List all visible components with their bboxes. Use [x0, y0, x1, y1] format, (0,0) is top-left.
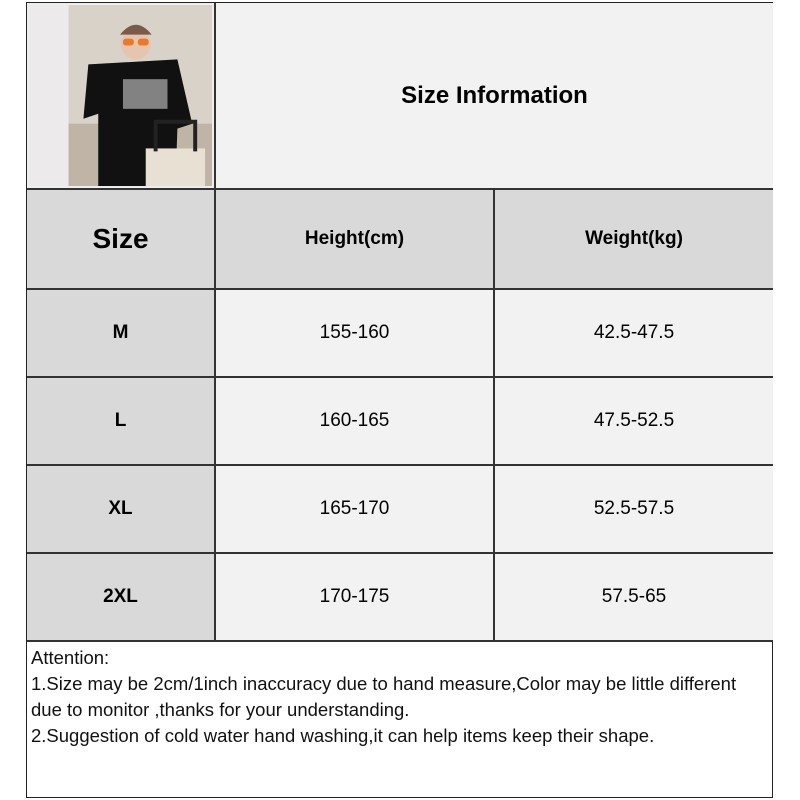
product-photo	[27, 3, 216, 190]
notes-line-1: 1.Size may be 2cm/1inch inaccuracy due t…	[31, 673, 737, 720]
cell-size: 2XL	[27, 554, 216, 642]
cell-size: M	[27, 290, 216, 378]
header-size: Size	[27, 190, 216, 290]
cell-height: 155-160	[216, 290, 495, 378]
cell-height: 170-175	[216, 554, 495, 642]
cell-size: XL	[27, 466, 216, 554]
cell-weight: 57.5-65	[495, 554, 773, 642]
cell-weight: 47.5-52.5	[495, 378, 773, 466]
cell-height: 165-170	[216, 466, 495, 554]
cell-weight: 52.5-57.5	[495, 466, 773, 554]
notes-line-2: 2.Suggestion of cold water hand washing,…	[31, 725, 655, 746]
attention-notes: Attention: 1.Size may be 2cm/1inch inacc…	[27, 641, 772, 797]
page-title: Size Information	[216, 3, 773, 190]
model-photo-image	[29, 4, 212, 187]
size-chart-table: Size Information Size Height(cm) Weight(…	[26, 2, 773, 798]
cell-size: L	[27, 378, 216, 466]
header-height: Height(cm)	[216, 190, 495, 290]
header-weight: Weight(kg)	[495, 190, 773, 290]
notes-heading: Attention:	[31, 647, 110, 668]
cell-weight: 42.5-47.5	[495, 290, 773, 378]
cell-height: 160-165	[216, 378, 495, 466]
